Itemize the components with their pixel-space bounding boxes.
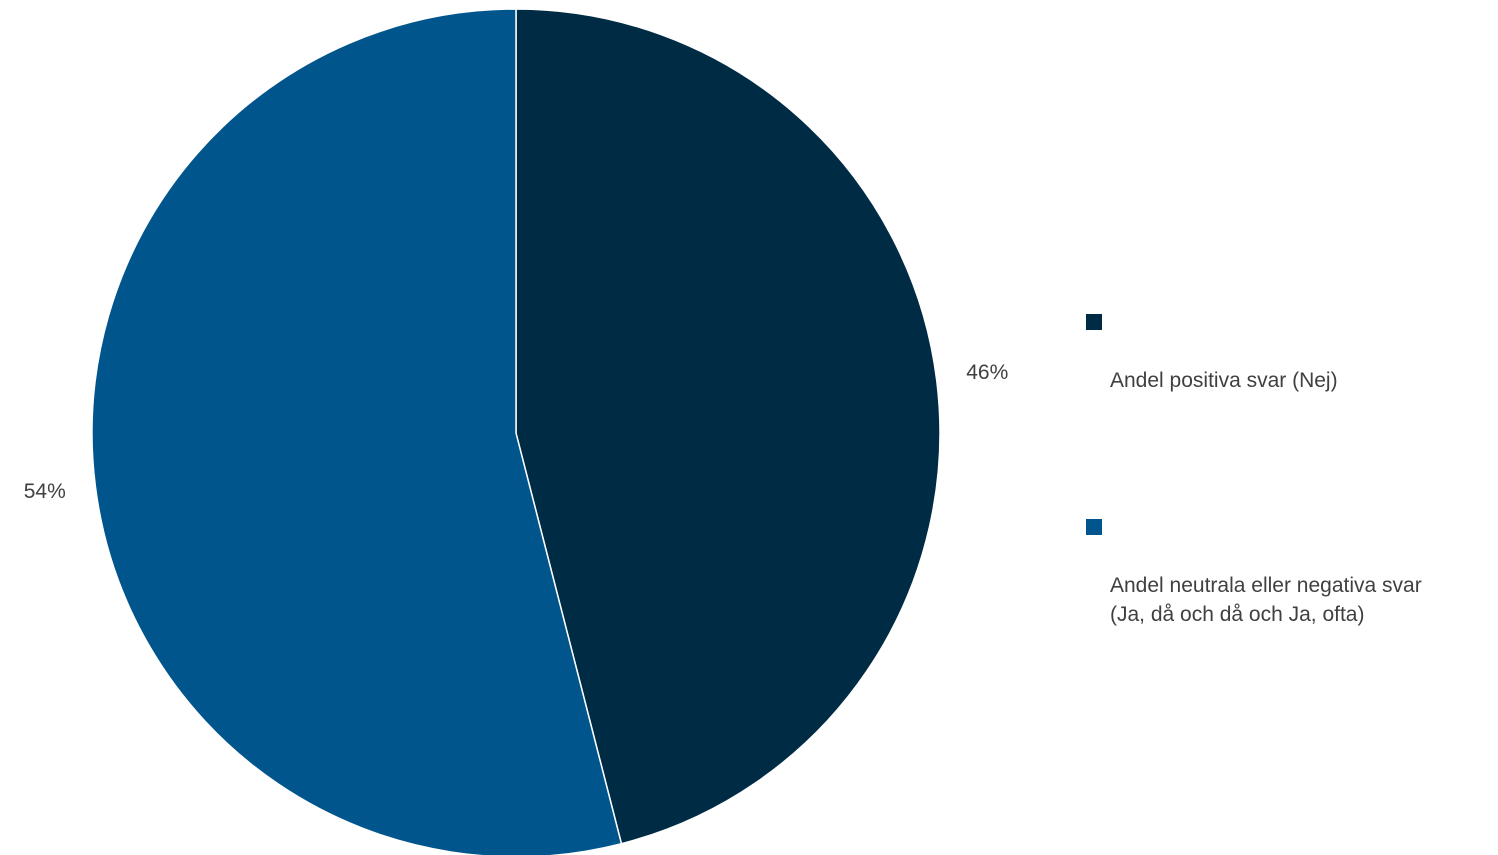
legend-label-positive: Andel positiva svar (Nej)	[1110, 369, 1338, 392]
legend-swatch-positive	[1086, 314, 1102, 330]
legend: Andel positiva svar (Nej) Andel neutrala…	[1086, 308, 1496, 629]
pie-slice-1[interactable]	[515, 8, 941, 845]
legend-label-neutral-negative: Andel neutrala eller negativa svar (Ja, …	[1110, 574, 1422, 626]
legend-item-neutral-negative[interactable]: Andel neutrala eller negativa svar (Ja, …	[1086, 513, 1496, 629]
pie-data-label-2: 54%	[24, 480, 66, 503]
pie-data-label-1: 46%	[966, 361, 1008, 384]
legend-item-positive[interactable]: Andel positiva svar (Nej)	[1086, 308, 1496, 395]
pie-slice-2[interactable]	[91, 8, 623, 855]
pie-slices	[91, 8, 941, 855]
pie-data-labels: 46% 54%	[24, 361, 1009, 503]
legend-swatch-neutral-negative	[1086, 519, 1102, 535]
